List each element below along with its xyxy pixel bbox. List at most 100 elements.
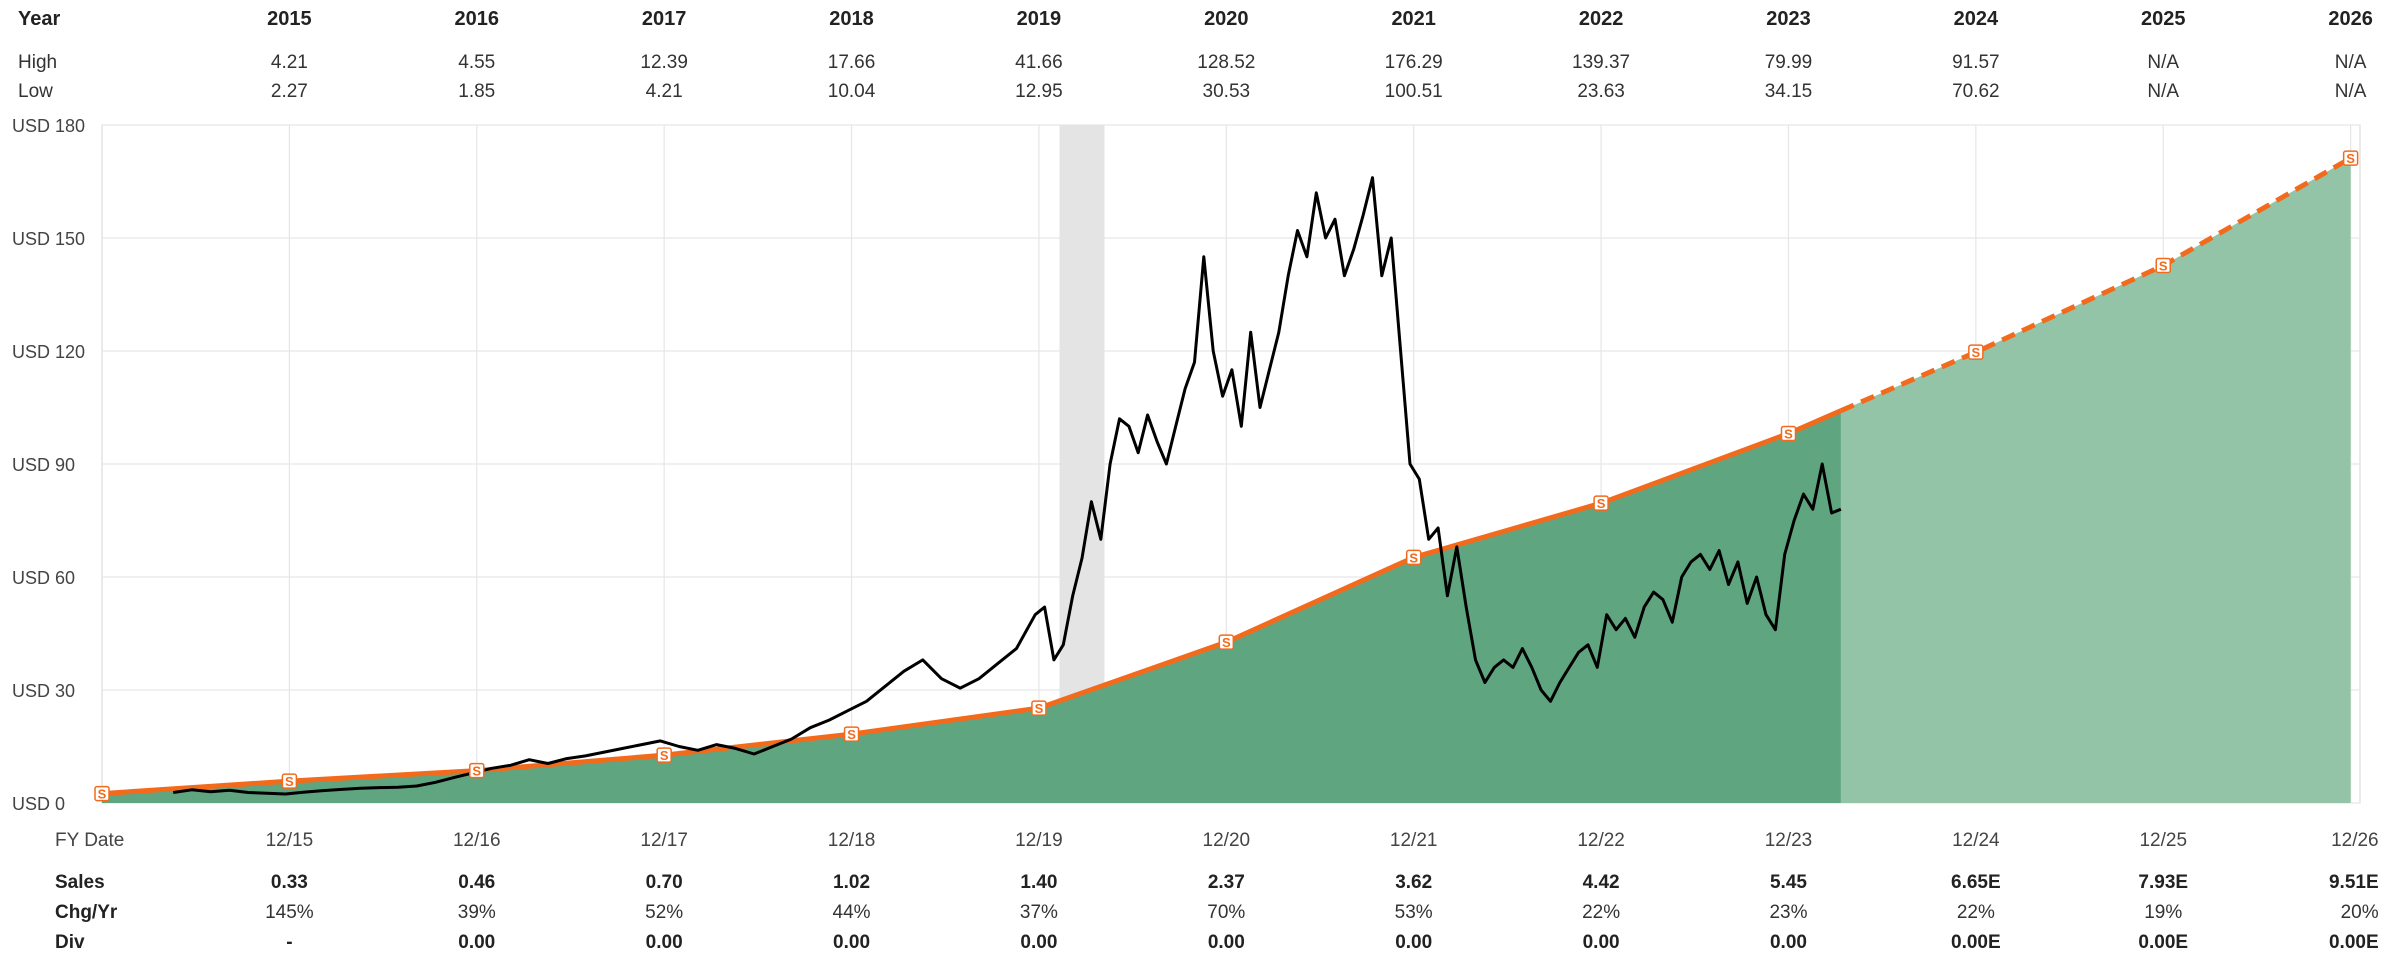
year-cell: 2021 (1391, 8, 1436, 30)
sales-marker-label: S (98, 787, 107, 802)
fy-date-cell: 12/20 (1203, 830, 1251, 851)
div-cell: 0.00E (1951, 932, 2001, 953)
fy-date-cell: 12/26 (2331, 830, 2379, 851)
low-cell: N/A (2147, 81, 2179, 102)
sales-marker-label: S (2159, 258, 2168, 273)
bottom-table: FY Date Sales Chg/Yr Div 12/15 0.33 145% - 1… (55, 830, 2379, 953)
y-tick-label: USD 150 (12, 229, 85, 249)
chg-yr-cell: 22% (1582, 902, 1620, 923)
y-tick-label: USD 120 (12, 342, 85, 362)
low-cell: 100.51 (1385, 81, 1443, 102)
plot-area: USD 0 USD 30 USD 60 USD 90 USD 120 USD 150 USD… (12, 116, 2361, 814)
chg-yr-cell: 53% (1395, 902, 1433, 923)
y-tick-label: USD 90 (12, 455, 75, 475)
sales-area-actual (102, 410, 1841, 803)
sales-marker (1031, 700, 1047, 716)
sales-marker (1780, 425, 1797, 442)
div-cell: 0.00 (833, 932, 870, 953)
div-cell: 0.00 (646, 932, 683, 953)
fy-date-cell: 12/21 (1390, 830, 1438, 851)
fy-date-cell: 12/25 (2139, 830, 2187, 851)
low-cell: 2.27 (271, 81, 308, 102)
year-cell: 2019 (1017, 8, 1062, 30)
sales-cell: 2.37 (1208, 872, 1245, 893)
sales-marker-label: S (847, 727, 856, 742)
sales-marker (1405, 549, 1422, 566)
low-cell: 1.85 (458, 81, 495, 102)
low-cell: 10.04 (828, 81, 876, 102)
high-cell: N/A (2147, 52, 2179, 73)
sales-cell: 0.46 (458, 872, 495, 893)
sales-line-forecast (1839, 155, 2352, 414)
year-cell: 2024 (1954, 8, 1999, 30)
low-cell: 4.21 (646, 81, 683, 102)
y-tick-label: USD 60 (12, 568, 75, 588)
sales-area-forecast (1840, 158, 2351, 803)
div-cell: 0.00 (458, 932, 495, 953)
sales-marker (2342, 150, 2359, 166)
chg-yr-cell: 52% (645, 902, 683, 923)
year-cell: 2023 (1766, 8, 1811, 30)
sales-marker-label: S (285, 774, 294, 789)
chg-yr-cell: 70% (1207, 902, 1245, 923)
low-cell: 12.95 (1015, 81, 1063, 102)
high-cell: 128.52 (1197, 52, 1255, 73)
y-tick-label: USD 0 (12, 794, 65, 814)
chg-yr-cell: 37% (1020, 902, 1058, 923)
div-cell: 0.00 (1770, 932, 1807, 953)
year-cell: 2026 (2328, 8, 2373, 30)
sales-cell: 1.02 (833, 872, 870, 893)
sales-cell: 6.65E (1951, 872, 2001, 893)
sales-marker (94, 785, 110, 802)
low-label: Low (18, 81, 53, 102)
price-line (172, 176, 1842, 796)
year-cell: 2025 (2141, 8, 2186, 30)
div-cell: 0.00 (1395, 932, 1432, 953)
sales-cell: 0.70 (646, 872, 683, 893)
sales-marker-label: S (1035, 701, 1044, 716)
sales-marker (469, 762, 485, 779)
year-cell: 2018 (829, 8, 874, 30)
sales-marker-label: S (1409, 550, 1418, 565)
high-cell: 91.57 (1952, 52, 2000, 73)
chg-yr-cell: 145% (265, 902, 314, 923)
fy-date-cell: 12/18 (828, 830, 876, 851)
y-tick-label: USD 30 (12, 681, 75, 701)
div-cell: 0.00E (2329, 932, 2379, 953)
sales-cell: 5.45 (1770, 872, 1807, 893)
sales-cell: 1.40 (1020, 872, 1057, 893)
fy-date-cell: 12/17 (640, 830, 688, 851)
low-cell: 34.15 (1765, 81, 1813, 102)
high-cell: 17.66 (828, 52, 876, 73)
low-cell: N/A (2335, 81, 2367, 102)
high-cell: 4.55 (458, 52, 495, 73)
sales-label: Sales (55, 872, 105, 893)
y-tick-label: USD 180 (12, 116, 85, 136)
sales-marker-label: S (2346, 151, 2355, 166)
year-cell: 2020 (1204, 8, 1249, 30)
sales-marker-label: S (1597, 496, 1606, 511)
div-cell: 0.00E (2138, 932, 2188, 953)
sales-marker-label: S (472, 764, 481, 779)
div-cell: 0.00 (1583, 932, 1620, 953)
fy-date-cell: 12/15 (266, 830, 314, 851)
sales-marker (1593, 495, 1609, 511)
high-cell: 4.21 (271, 52, 308, 73)
div-cell: - (286, 932, 292, 953)
sales-marker-label: S (1784, 426, 1793, 441)
high-cell: N/A (2335, 52, 2367, 73)
high-cell: 12.39 (640, 52, 688, 73)
sales-cell: 0.33 (271, 872, 308, 893)
low-cell: 30.53 (1203, 81, 1251, 102)
chg-yr-cell: 39% (458, 902, 496, 923)
fy-date-label: FY Date (55, 830, 124, 851)
high-label: High (18, 52, 57, 73)
sales-cell: 3.62 (1395, 872, 1432, 893)
chg-yr-label: Chg/Yr (55, 902, 118, 923)
low-cell: 70.62 (1952, 81, 2000, 102)
chg-yr-cell: 19% (2144, 902, 2182, 923)
sales-marker (281, 773, 298, 789)
sales-cell: 7.93E (2138, 872, 2188, 893)
div-cell: 0.00 (1208, 932, 1245, 953)
